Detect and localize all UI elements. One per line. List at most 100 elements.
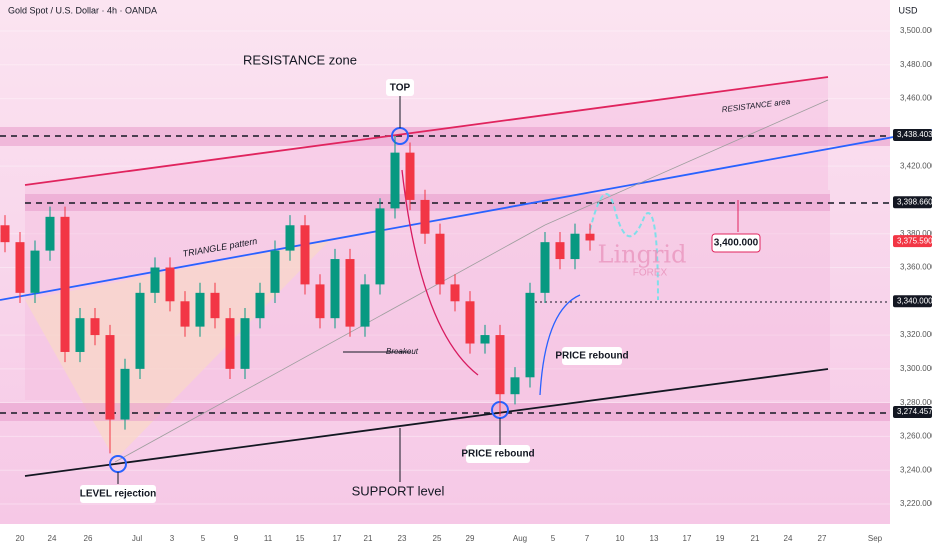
candle-body <box>525 292 535 378</box>
y-tick-label: 3,480.000 <box>900 60 932 69</box>
candle-body <box>570 233 580 260</box>
y-tick-label: 3,220.000 <box>900 499 932 508</box>
price-tag-label: 3,274.457 <box>897 407 932 416</box>
candle-body <box>135 292 145 369</box>
y-tick-label: 3,380.000 <box>900 229 932 238</box>
price-tag <box>893 235 932 248</box>
candle-body <box>75 318 85 352</box>
y-tick-label: 3,420.000 <box>900 161 932 170</box>
support-band <box>0 403 890 421</box>
x-tick-label: 5 <box>551 534 556 543</box>
x-tick-label: 24 <box>784 534 793 543</box>
price-tag-label: 3,375.590 <box>897 236 932 245</box>
x-tick-label: 17 <box>333 534 342 543</box>
x-tick-label: 21 <box>751 534 760 543</box>
x-tick-label: Aug <box>513 534 527 543</box>
y-tick-label: 3,460.000 <box>900 94 932 103</box>
candle-body <box>285 225 295 251</box>
rebound-arrow <box>539 294 581 396</box>
y-tick-label: 3,500.000 <box>900 26 932 35</box>
label-box <box>80 485 156 503</box>
candle-body <box>330 259 340 319</box>
candle-body <box>0 225 10 243</box>
label-box <box>466 445 530 463</box>
y-tick-label: 3,240.000 <box>900 465 932 474</box>
candle-body <box>585 233 595 241</box>
support-label: SUPPORT level <box>352 483 445 498</box>
support-line <box>24 368 829 477</box>
y-tick-label: 3,300.000 <box>900 364 932 373</box>
x-tick-label: 21 <box>364 534 373 543</box>
candle-body <box>195 292 205 327</box>
x-tick-label: 9 <box>234 534 239 543</box>
candle-body <box>465 301 475 344</box>
candle-body <box>120 368 130 420</box>
brand: Lingrid <box>598 241 687 269</box>
price-tag-label: 3,398.660 <box>897 197 932 206</box>
x-tick-label: 19 <box>716 534 725 543</box>
x-tick-label: 15 <box>296 534 305 543</box>
candle-body <box>510 377 520 395</box>
y-tick-label: 3,260.000 <box>900 432 932 441</box>
candle-body <box>90 318 100 336</box>
x-tick-label: 23 <box>398 534 407 543</box>
x-tick-label: 27 <box>818 534 827 543</box>
rebound-label: PRICE rebound <box>461 449 534 460</box>
target-label: 3,400.000 <box>714 238 759 249</box>
candle-body <box>15 242 25 293</box>
rejection-label: LEVEL rejection <box>80 489 157 500</box>
x-tick-label: 26 <box>84 534 93 543</box>
candles <box>0 135 595 454</box>
axis-labels: 3,500.000 3,480.000 3,460.000 3,420.000 3,38… <box>16 26 932 543</box>
trend-line <box>114 224 546 463</box>
resistance-line <box>24 76 829 186</box>
candle-body <box>240 318 250 369</box>
candle-body <box>300 225 310 285</box>
candle-body <box>555 242 565 260</box>
x-tick-label: 10 <box>616 534 625 543</box>
x-tick-label: Sep <box>868 534 883 543</box>
candle-body <box>390 152 400 209</box>
x-tick-label: 5 <box>201 534 206 543</box>
candle-body <box>450 284 460 302</box>
y-tick-label: 3,320.000 <box>900 330 932 339</box>
candle-body <box>495 335 505 395</box>
label-box <box>386 79 414 96</box>
candle-body <box>270 250 280 293</box>
projection-path <box>589 193 659 301</box>
top-label: TOP <box>390 83 411 94</box>
candle-body <box>165 267 175 302</box>
x-tick-label: 25 <box>433 534 442 543</box>
candle-body <box>375 208 385 285</box>
price-tag <box>893 129 932 142</box>
y-tick-label: 3,360.000 <box>900 263 932 272</box>
candle-body <box>180 301 190 327</box>
trend-line <box>544 99 829 226</box>
drop-arrow <box>401 169 479 376</box>
y-tick-label: 3,280.000 <box>900 398 932 407</box>
candle-body <box>435 233 445 285</box>
x-tick-label: Jul <box>132 534 142 543</box>
x-tick-label: 20 <box>16 534 25 543</box>
price-tag <box>893 196 932 209</box>
x-tick-label: 17 <box>683 534 692 543</box>
price-tag <box>893 406 932 419</box>
candle-body <box>360 284 370 327</box>
label-box <box>562 347 622 365</box>
candle-body <box>60 216 70 352</box>
price-axis <box>890 0 932 550</box>
breakout-label: Breakout <box>386 347 419 356</box>
candle-body <box>420 199 430 234</box>
plot-background <box>0 0 890 524</box>
x-tick-label: 3 <box>170 534 175 543</box>
label-box <box>711 233 761 253</box>
price-tag <box>893 295 932 308</box>
candle-body <box>30 250 40 293</box>
candle-body <box>540 242 550 293</box>
rebound-label: PRICE rebound <box>555 351 628 362</box>
candle-body <box>405 152 415 200</box>
candle-body <box>255 292 265 319</box>
candle-body <box>210 292 220 319</box>
brand-sub: FOREX <box>633 268 668 279</box>
